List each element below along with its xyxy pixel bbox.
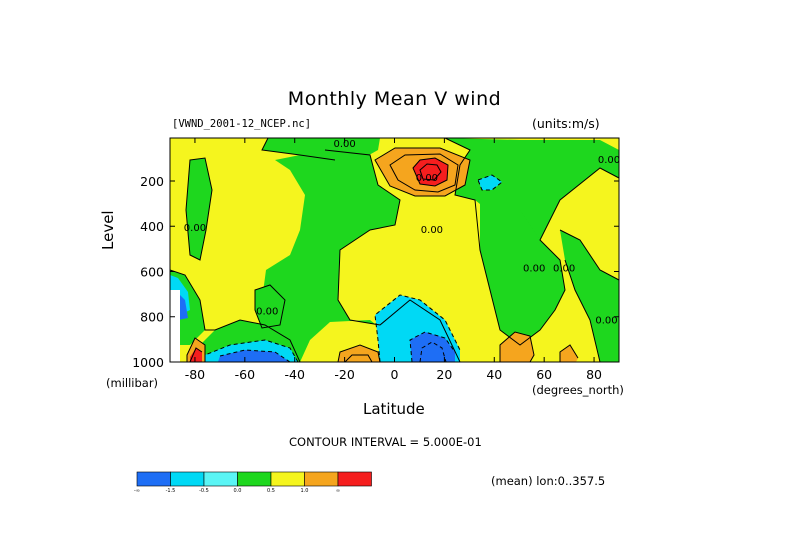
chart-title: Monthly Mean V wind xyxy=(287,88,502,110)
contour-line xyxy=(219,349,291,362)
contour-interval-note: CONTOUR INTERVAL = 5.000E-01 xyxy=(289,435,482,449)
x-tick-label: 80 xyxy=(586,367,602,382)
contour-fill-layer xyxy=(170,138,619,362)
colorbar-tick-label: -0.5 xyxy=(199,488,209,494)
file-label: [VWND_2001-12_NCEP.nc] xyxy=(172,118,312,130)
colorbar-box xyxy=(304,471,339,487)
contour-value-label: 0.00 xyxy=(553,263,575,274)
colorbar-box xyxy=(237,471,272,487)
contour-line xyxy=(419,341,447,362)
colorbar-tick-label: -1.5 xyxy=(166,488,176,494)
x-tick-label: 0 xyxy=(391,367,399,382)
y-tick-label: 800 xyxy=(140,310,164,325)
contour-value-label: 0.00 xyxy=(184,223,206,234)
colorbar-box xyxy=(270,471,305,487)
contour-line xyxy=(254,284,286,329)
orange-region-north-low xyxy=(500,332,534,362)
red-region-jet xyxy=(413,158,448,186)
contour-line xyxy=(344,354,373,362)
colorbar-box xyxy=(170,471,205,487)
colorbar-boxes xyxy=(136,471,372,487)
colorbar-tick-label: 1.0 xyxy=(301,488,309,494)
red-region-south-pole-low xyxy=(190,348,202,362)
green-region-south-mid xyxy=(255,285,285,328)
y-tick-label: 1000 xyxy=(132,355,164,370)
contour-line xyxy=(374,294,461,362)
y-tick-label: 600 xyxy=(140,264,164,279)
contour-line xyxy=(170,269,301,362)
contour-line xyxy=(186,337,206,362)
contour-line-layer xyxy=(170,138,619,362)
y-axis-label: Level xyxy=(99,210,117,250)
contour-line xyxy=(412,157,449,187)
green-region-north-pole xyxy=(560,230,619,362)
contour-line xyxy=(499,331,535,362)
x-tick-label: 20 xyxy=(436,367,452,382)
contour-line xyxy=(564,259,601,362)
contour-line xyxy=(185,157,213,261)
x-tick-label: 40 xyxy=(486,367,502,382)
contour-line xyxy=(444,138,619,346)
contour-line xyxy=(337,344,381,362)
y-tick-label: 400 xyxy=(140,219,164,234)
contour-value-label: 0.00 xyxy=(595,316,617,327)
colorbar-box xyxy=(337,471,372,487)
contour-line xyxy=(419,163,442,181)
contour-line xyxy=(559,229,619,281)
x-axis-unit: (degrees_north) xyxy=(532,383,624,397)
x-axis-ticks: -80 -60 -40 -20 0 20 40 60 80 xyxy=(185,138,602,382)
contour-line xyxy=(261,138,336,161)
mean-note: (mean) lon:0..357.5 xyxy=(491,474,606,488)
green-region-north-lower xyxy=(480,200,565,345)
colorbar-tick-label: ∞ xyxy=(336,488,340,494)
colorbar-box xyxy=(136,471,171,487)
y-axis-ticks: 200 400 600 800 1000 xyxy=(132,174,619,370)
contour-line xyxy=(204,339,299,362)
colorbar-box xyxy=(203,471,238,487)
contour-line xyxy=(374,147,471,197)
x-tick-label: 60 xyxy=(536,367,552,382)
contour-labels: 0.00 0.00 0.00 0.00 0.00 0.00 0.00 0.00 0.00 xyxy=(184,139,620,326)
contour-value-label: 0.00 xyxy=(421,225,443,236)
contour-line xyxy=(324,149,461,362)
green-region-north xyxy=(445,138,619,240)
contour-value-label: 0.00 xyxy=(416,173,438,184)
y-tick-label: 200 xyxy=(140,174,164,189)
x-tick-label: -40 xyxy=(285,367,305,382)
missing-data-region xyxy=(170,290,180,362)
y-axis-unit: (millibar) xyxy=(106,376,159,390)
contour-value-label: 0.00 xyxy=(523,263,545,274)
colorbar-tick-label: -∞ xyxy=(134,488,140,494)
contour-line xyxy=(389,153,459,193)
green-region-south-strip xyxy=(186,158,212,260)
contour-value-label: 0.00 xyxy=(333,139,355,150)
blue-region-south xyxy=(218,350,290,362)
colorbar-tick-label: 0.0 xyxy=(234,488,242,494)
x-tick-label: -20 xyxy=(334,367,354,382)
contour-line xyxy=(189,347,203,362)
contour-line xyxy=(477,174,503,191)
units-label: (units:m/s) xyxy=(532,116,600,131)
contour-line xyxy=(559,344,579,362)
colorbar-tick-label: 0.5 xyxy=(267,488,275,494)
x-tick-label: -80 xyxy=(185,367,205,382)
contour-value-label: 0.00 xyxy=(256,306,278,317)
contour-value-label: 0.00 xyxy=(598,155,620,166)
colorbar-labels: -∞ -1.5 -0.5 0.0 0.5 1.0 ∞ xyxy=(134,488,340,494)
contour-line xyxy=(409,331,456,362)
cyan-region-north-upper xyxy=(478,175,502,190)
x-tick-label: -60 xyxy=(235,367,255,382)
x-axis-label: Latitude xyxy=(363,400,425,418)
